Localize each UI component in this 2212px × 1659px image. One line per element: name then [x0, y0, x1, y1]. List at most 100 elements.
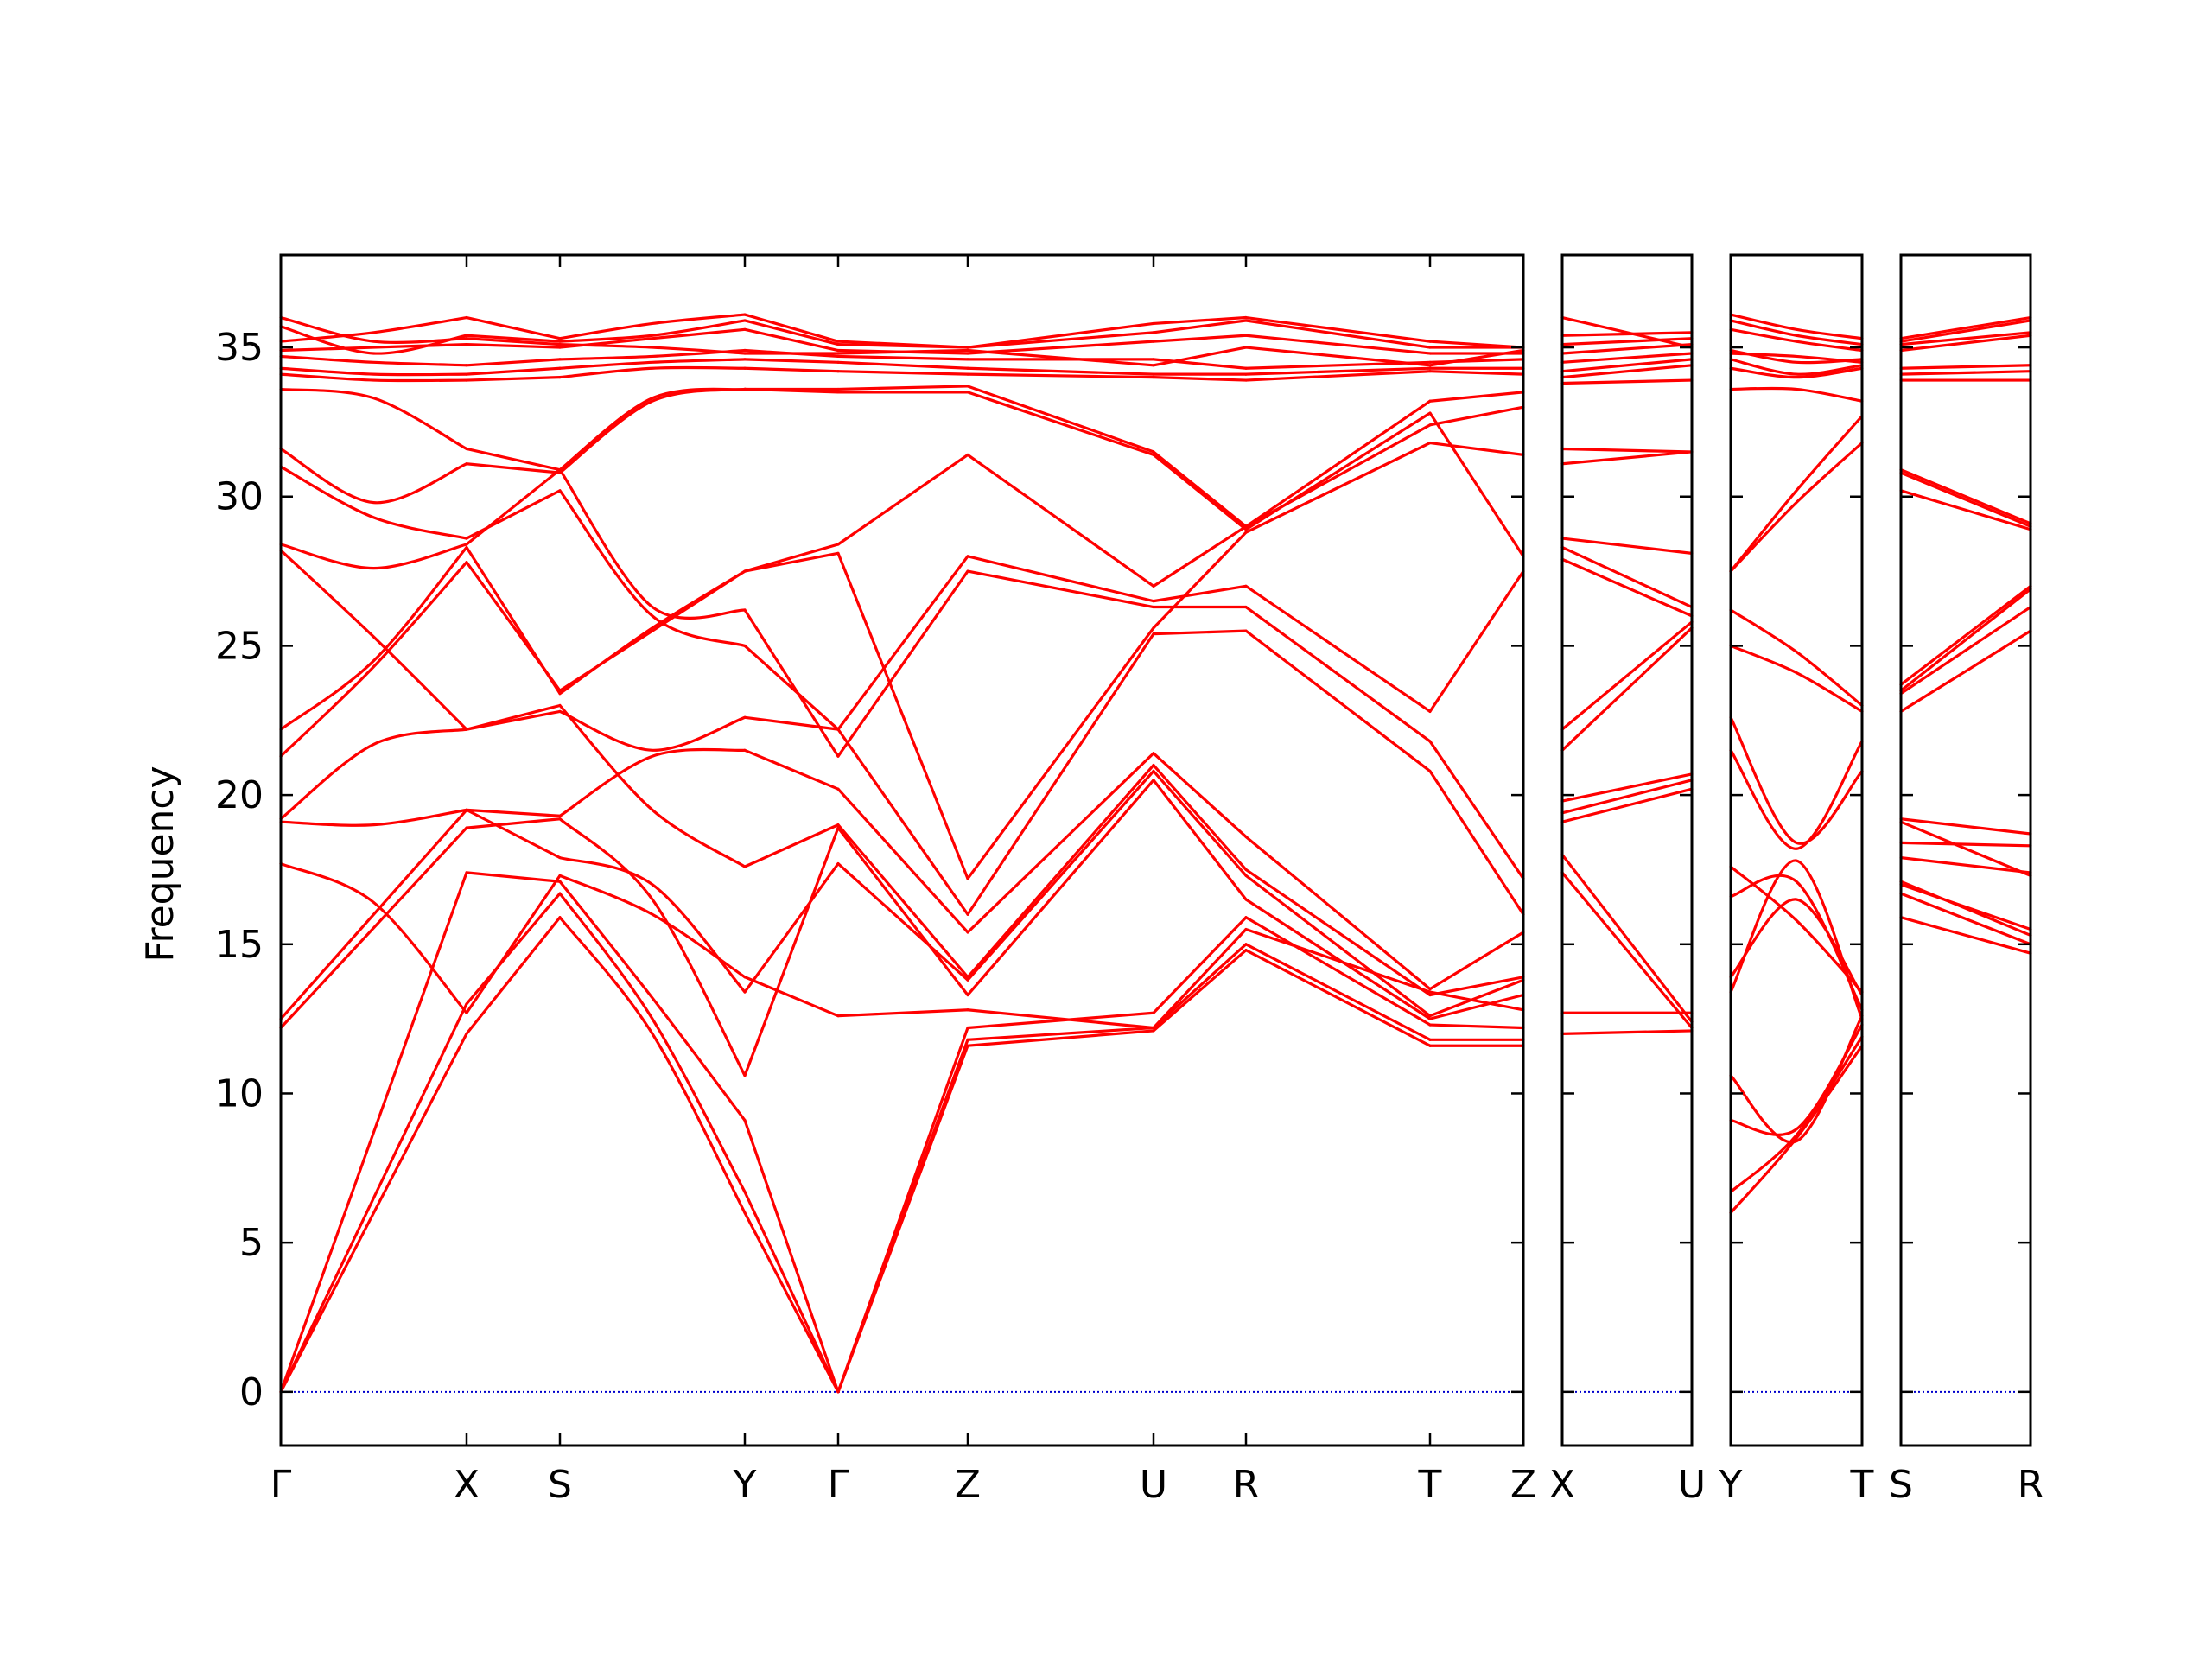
bands-layer [279, 313, 2032, 1394]
band-line [558, 817, 747, 1077]
band-line [1244, 898, 1432, 1020]
band-line [1152, 334, 1248, 343]
band-line [279, 871, 468, 1394]
band-line [743, 1190, 840, 1394]
band-line [279, 1002, 468, 1394]
band-line [1899, 605, 2032, 696]
band-line [558, 313, 747, 340]
band-line [836, 385, 969, 391]
band-line [279, 826, 468, 1030]
x-tick-label: Z [955, 1463, 981, 1507]
band-line [1152, 358, 1248, 370]
band-line [966, 321, 1155, 349]
band-line [1244, 334, 1432, 355]
band-line [966, 769, 1155, 982]
band-line [465, 808, 562, 817]
band-line [1899, 856, 2032, 874]
band-line [1899, 883, 2032, 931]
band-line [836, 348, 969, 355]
y-tick-label: 30 [215, 475, 264, 519]
band-line [465, 892, 562, 1006]
y-tick-label: 35 [215, 326, 264, 370]
band-line [1729, 608, 1864, 708]
frames-layer [279, 253, 2032, 1447]
band-line [465, 871, 562, 883]
band-line [1152, 450, 1248, 528]
band-line [465, 337, 562, 346]
band-line [279, 343, 468, 353]
band-line [1244, 319, 1432, 349]
band-line [836, 453, 969, 546]
band-line [1899, 892, 2032, 946]
band-line [1729, 1035, 1864, 1194]
band-line [1152, 769, 1248, 877]
band-line [279, 728, 468, 821]
band-line [558, 569, 747, 696]
band-line [966, 1029, 1155, 1047]
band-line [558, 703, 747, 868]
band-line [558, 358, 747, 370]
y-axis-title: Frequency [138, 766, 182, 962]
band-line [1244, 868, 1432, 997]
y-tick-label: 20 [215, 773, 264, 817]
band-line [1729, 898, 1864, 997]
band-line [279, 372, 468, 383]
y-tick-label: 5 [239, 1221, 264, 1265]
band-line [1244, 411, 1432, 531]
y-tick-label: 10 [215, 1071, 264, 1116]
band-line [1244, 874, 1432, 1018]
band-line [1560, 343, 1694, 355]
panel-frame [279, 253, 1525, 1447]
band-line [465, 916, 562, 1035]
band-line [836, 360, 969, 370]
band-line [1428, 370, 1525, 376]
band-line [558, 387, 747, 474]
x-tick-label: Z [1510, 1463, 1536, 1507]
band-line [1899, 319, 2032, 343]
band-line [1729, 1044, 1864, 1215]
band-line [1729, 366, 1864, 379]
band-line [743, 608, 840, 758]
y-tick-label: 25 [215, 624, 264, 668]
band-line [558, 856, 747, 994]
band-line [966, 569, 1155, 609]
band-line [743, 327, 840, 353]
band-line [1560, 853, 1694, 1024]
band-line [743, 366, 840, 373]
band-line [836, 370, 969, 376]
band-line [465, 808, 562, 860]
band-line [1152, 779, 1248, 901]
band-line [743, 543, 840, 573]
x-tick-label: Y [733, 1463, 757, 1507]
band-line [558, 880, 747, 1122]
band-line [465, 709, 562, 731]
band-line [1244, 927, 1432, 994]
x-tick-label: U [1140, 1463, 1167, 1507]
band-line [836, 861, 969, 982]
band-line [966, 555, 1155, 603]
band-line [1560, 447, 1694, 454]
band-line [743, 861, 840, 994]
band-line [1152, 315, 1248, 326]
band-line [743, 1118, 840, 1394]
band-line [1244, 441, 1432, 534]
band-line [279, 543, 468, 570]
band-line [1244, 399, 1432, 528]
band-line [836, 728, 969, 916]
band-line [1428, 391, 1525, 403]
band-line [465, 358, 562, 367]
band-line [558, 874, 747, 979]
band-line [743, 358, 840, 364]
x-tick-label: T [1850, 1463, 1874, 1507]
x-tick-label: R [1233, 1463, 1260, 1507]
band-line [1428, 976, 1525, 997]
band-line [1152, 949, 1248, 1033]
band-line [836, 555, 969, 731]
band-line [1152, 943, 1248, 1030]
band-line [1729, 715, 1864, 845]
band-line [1729, 441, 1864, 573]
band-line [966, 331, 1155, 349]
band-line [966, 763, 1155, 979]
band-line [1560, 1029, 1694, 1035]
